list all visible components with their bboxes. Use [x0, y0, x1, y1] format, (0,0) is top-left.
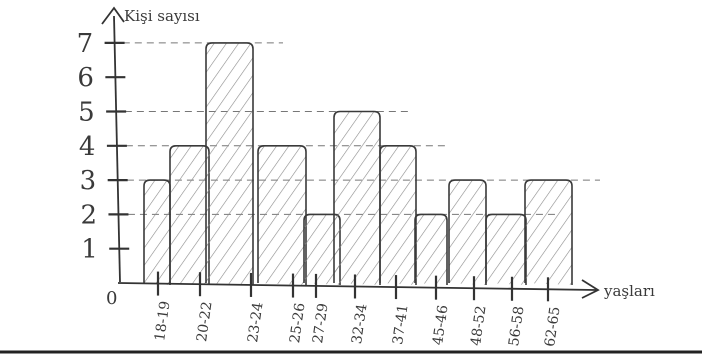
y-tick-label: 2	[80, 200, 97, 230]
bar	[414, 213, 448, 285]
x-tick-label: 56-58	[506, 305, 527, 347]
x-axis	[117, 282, 597, 291]
x-axis-title: yaşları	[603, 282, 655, 300]
x-tick-label: 37-41	[390, 303, 411, 345]
x-tick-label: 32-34	[349, 303, 370, 345]
y-tick-label: 7	[77, 29, 94, 59]
y-ticks: 0 1 2 3 4 5 6 7	[77, 29, 130, 309]
y-axis-title: Kişi sayısı	[124, 7, 200, 25]
y-tick-label: 0	[106, 288, 117, 309]
x-axis-arrow	[581, 279, 600, 299]
bar	[448, 179, 487, 285]
x-ticks: 18-19 20-22 23-24 25-26 27-29 32-34 37-41 45-46…	[152, 271, 564, 348]
y-tick-label: 1	[81, 235, 98, 265]
y-axis	[113, 15, 121, 283]
x-tick-label: 48-52	[468, 305, 489, 347]
x-tick-label: 18-19	[152, 300, 173, 342]
y-tick-label: 5	[78, 98, 95, 128]
x-tick-label: 20-22	[194, 301, 215, 343]
bar	[524, 179, 573, 285]
x-tick-label: 62-65	[542, 306, 563, 348]
x-tick-label: 27-29	[310, 302, 331, 344]
bar	[257, 145, 307, 285]
x-tick-label: 25-26	[287, 302, 308, 344]
y-tick-label: 3	[80, 166, 97, 196]
y-axis-arrow	[101, 6, 125, 25]
x-tick-label: 45-46	[430, 304, 451, 346]
axes	[101, 6, 600, 299]
bar	[379, 145, 417, 285]
bar	[333, 110, 381, 285]
bars	[143, 42, 573, 285]
bar	[205, 42, 254, 285]
y-tick-label: 4	[79, 132, 96, 162]
bar	[485, 213, 527, 285]
x-tick-label: 23-24	[245, 301, 266, 343]
bar	[143, 179, 171, 285]
y-tick-label: 6	[77, 63, 94, 93]
bar	[169, 145, 210, 285]
